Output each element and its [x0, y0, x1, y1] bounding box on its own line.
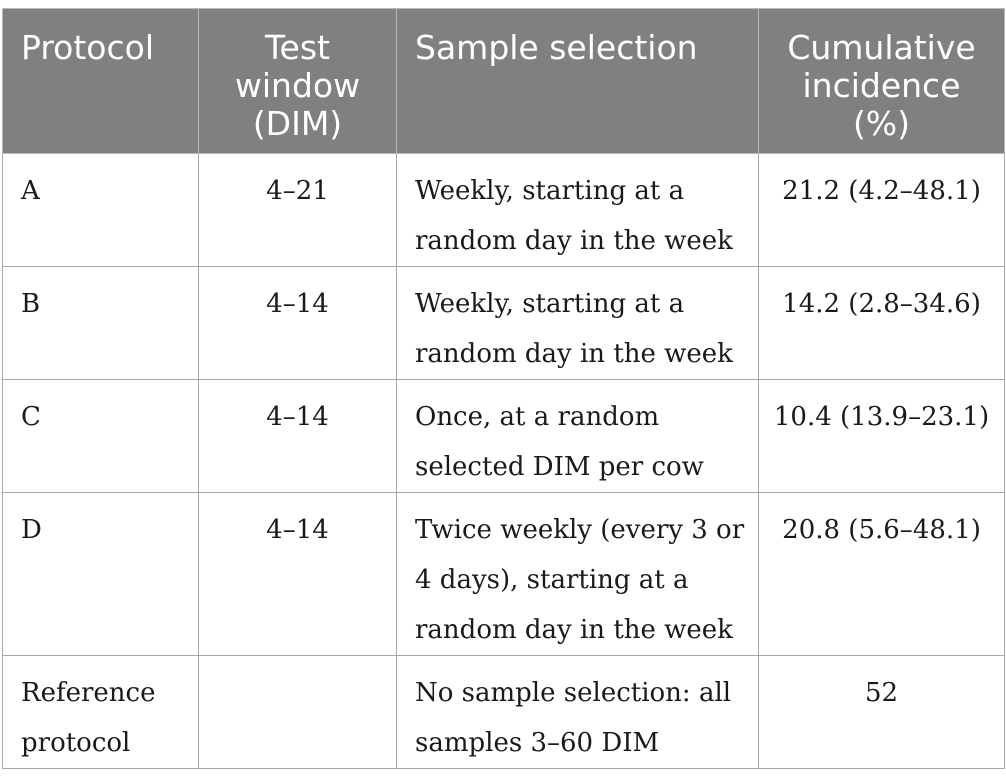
cell-protocol: Reference protocol [2, 655, 199, 769]
cell-sample-selection: Weekly, starting at a random day in the … [396, 266, 759, 380]
table-row: Reference protocol No sample selection: … [2, 655, 1005, 769]
cell-test-window: 4–14 [198, 492, 397, 656]
header-sample-selection: Sample selection [396, 8, 759, 154]
cell-cumulative-incidence: 10.4 (13.9–23.1) [758, 379, 1005, 493]
table-header: Protocol Test window (DIM) Sample select… [2, 8, 1005, 154]
cell-sample-selection: Twice weekly (every 3 or 4 days), starti… [396, 492, 759, 656]
cell-sample-selection: Once, at a random selected DIM per cow [396, 379, 759, 493]
cell-protocol: C [2, 379, 199, 493]
table-row: B 4–14 Weekly, starting at a random day … [2, 266, 1005, 380]
table-row: A 4–21 Weekly, starting at a random day … [2, 153, 1005, 267]
cell-test-window: 4–14 [198, 379, 397, 493]
table-row: C 4–14 Once, at a random selected DIM pe… [2, 379, 1005, 493]
header-row: Protocol Test window (DIM) Sample select… [2, 8, 1005, 154]
cell-protocol: A [2, 153, 199, 267]
cell-test-window [198, 655, 397, 769]
table-row: D 4–14 Twice weekly (every 3 or 4 days),… [2, 492, 1005, 656]
cell-sample-selection: No sample selection: all samples 3–60 DI… [396, 655, 759, 769]
cell-sample-selection: Weekly, starting at a random day in the … [396, 153, 759, 267]
header-test-window: Test window (DIM) [198, 8, 397, 154]
header-cumulative-incidence: Cumulative incidence (%) [758, 8, 1005, 154]
cell-cumulative-incidence: 14.2 (2.8–34.6) [758, 266, 1005, 380]
cell-test-window: 4–21 [198, 153, 397, 267]
cell-test-window: 4–14 [198, 266, 397, 380]
cell-protocol: D [2, 492, 199, 656]
cell-protocol: B [2, 266, 199, 380]
protocol-table: Protocol Test window (DIM) Sample select… [2, 8, 1005, 769]
cell-cumulative-incidence: 20.8 (5.6–48.1) [758, 492, 1005, 656]
table-body: A 4–21 Weekly, starting at a random day … [2, 153, 1005, 769]
cell-cumulative-incidence: 21.2 (4.2–48.1) [758, 153, 1005, 267]
header-protocol: Protocol [2, 8, 199, 154]
cell-cumulative-incidence: 52 [758, 655, 1005, 769]
